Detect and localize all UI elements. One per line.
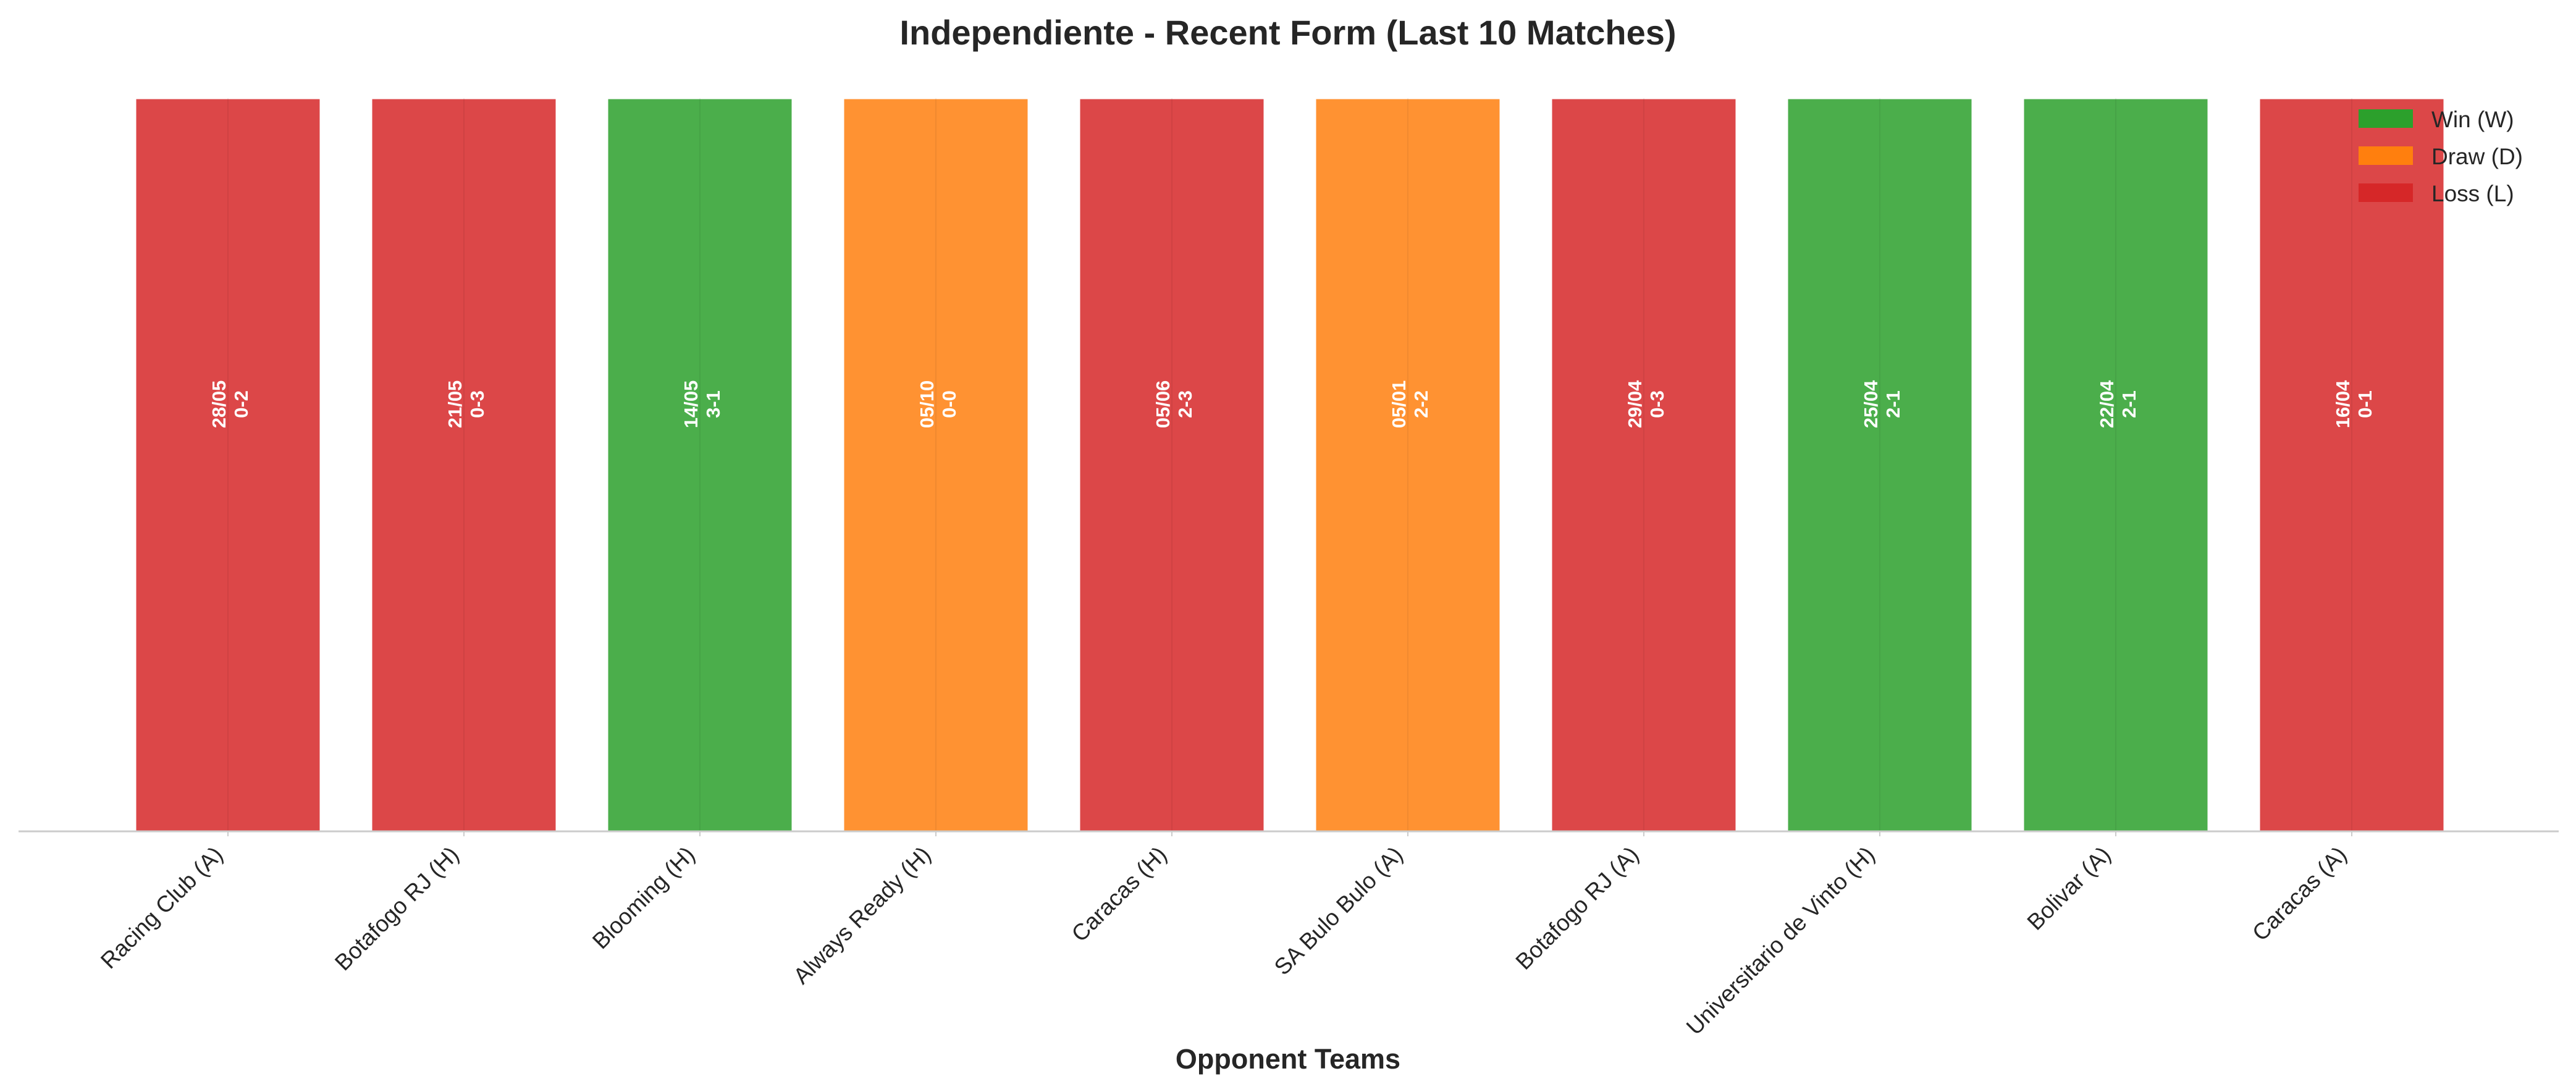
bar-score-2: 0-3 bbox=[466, 390, 488, 418]
legend-swatch-w bbox=[2359, 109, 2413, 128]
legend-swatch-l bbox=[2359, 183, 2413, 202]
bar-label-5: 05/062-3 bbox=[1152, 380, 1196, 429]
x-tick-label-10: Caracas (A) bbox=[2247, 842, 2352, 946]
bar-date-5: 05/06 bbox=[1152, 380, 1174, 429]
legend-swatch-d bbox=[2359, 146, 2413, 165]
bar-score-8: 2-1 bbox=[1882, 390, 1904, 418]
bar-label-1: 28/050-2 bbox=[208, 380, 252, 429]
bar-label-3: 14/053-1 bbox=[680, 380, 724, 429]
bar-date-1: 28/05 bbox=[208, 380, 230, 429]
legend-label-l: Loss (L) bbox=[2431, 181, 2514, 206]
x-tick-label-8: Universitario de Vinto (H) bbox=[1682, 842, 1880, 1040]
bar-score-7: 0-3 bbox=[1646, 390, 1668, 418]
bar-score-3: 3-1 bbox=[702, 390, 724, 418]
x-tick-label-5: Caracas (H) bbox=[1067, 842, 1172, 947]
x-tick-label-1: Racing Club (A) bbox=[96, 842, 228, 974]
bar-score-10: 0-1 bbox=[2354, 390, 2376, 418]
bar-label-10: 16/040-1 bbox=[2332, 380, 2376, 428]
bar-date-10: 16/04 bbox=[2332, 380, 2354, 428]
bar-7 bbox=[1550, 97, 1738, 833]
bar-date-7: 29/04 bbox=[1624, 380, 1646, 428]
x-tick-label-3: Blooming (H) bbox=[587, 842, 700, 954]
bar-label-6: 05/012-2 bbox=[1388, 380, 1432, 429]
x-tick-label-9: Bolivar (A) bbox=[2022, 842, 2116, 935]
bar-10 bbox=[2258, 97, 2446, 833]
bar-date-8: 25/04 bbox=[1860, 380, 1882, 428]
bar-labels-layer: 28/050-2 21/050-3 14/053-1 05/100-0 05/062-3… bbox=[208, 380, 2376, 428]
bar-date-2: 21/05 bbox=[444, 380, 466, 429]
bars-layer bbox=[134, 97, 2446, 833]
x-tick-label-7: Botafogo RJ (A) bbox=[1511, 842, 1644, 975]
x-tick-labels: Racing Club (A) Botafogo RJ (H) Blooming (… bbox=[96, 831, 2352, 1040]
bar-4 bbox=[842, 97, 1030, 833]
x-tick-label-2: Botafogo RJ (H) bbox=[330, 842, 464, 976]
bar-score-5: 2-3 bbox=[1174, 390, 1196, 418]
x-tick-label-6: SA Bulo Bulo (A) bbox=[1269, 842, 1408, 980]
bar-8 bbox=[1786, 97, 1974, 833]
bar-5 bbox=[1078, 97, 1266, 833]
bar-score-4: 0-0 bbox=[938, 390, 960, 418]
bar-score-6: 2-2 bbox=[1410, 390, 1432, 418]
bar-date-6: 05/01 bbox=[1388, 380, 1410, 429]
legend-label-w: Win (W) bbox=[2431, 107, 2514, 132]
bar-2 bbox=[370, 97, 558, 833]
bar-date-9: 22/04 bbox=[2096, 380, 2118, 428]
bar-label-8: 25/042-1 bbox=[1860, 380, 1904, 428]
bar-date-3: 14/05 bbox=[680, 380, 702, 429]
bar-label-2: 21/050-3 bbox=[444, 380, 488, 429]
bar-6 bbox=[1314, 97, 1502, 833]
bar-label-7: 29/040-3 bbox=[1624, 380, 1668, 428]
bar-date-4: 05/10 bbox=[916, 380, 938, 429]
bar-label-9: 22/042-1 bbox=[2096, 380, 2140, 428]
bar-score-9: 2-1 bbox=[2118, 390, 2140, 418]
x-axis-label: Opponent Teams bbox=[1176, 1043, 1400, 1075]
legend-label-d: Draw (D) bbox=[2431, 144, 2523, 169]
bar-score-1: 0-2 bbox=[230, 390, 252, 418]
bar-3 bbox=[606, 97, 794, 833]
bar-1 bbox=[134, 97, 322, 833]
legend: Win (W) Draw (D) Loss (L) bbox=[2359, 107, 2523, 206]
bar-label-4: 05/100-0 bbox=[916, 380, 960, 429]
x-tick-label-4: Always Ready (H) bbox=[788, 842, 935, 989]
chart-title: Independiente - Recent Form (Last 10 Mat… bbox=[899, 13, 1676, 52]
